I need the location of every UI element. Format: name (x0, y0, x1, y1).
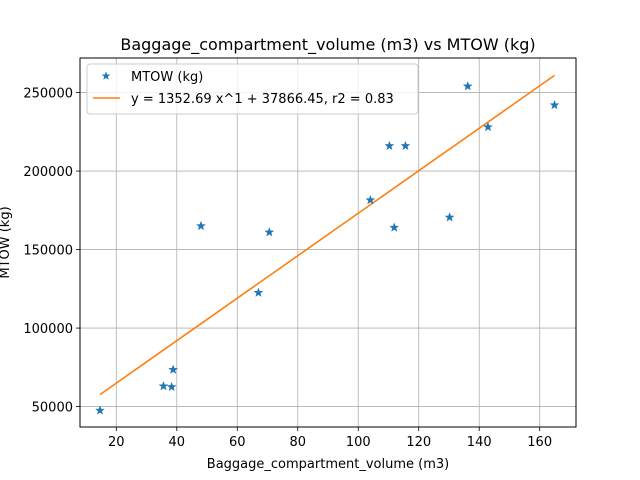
y-tick-label: 150000 (23, 244, 73, 259)
x-tick-label: 140 (467, 435, 492, 450)
chart-title: Baggage_compartment_volume (m3) vs MTOW … (120, 35, 535, 55)
data-point-star (549, 99, 560, 110)
data-point-star (389, 222, 400, 232)
series-layer (95, 74, 560, 415)
y-tick-label: 250000 (23, 87, 73, 102)
x-tick-label: 160 (527, 435, 552, 450)
grid (80, 58, 576, 427)
data-point-star (95, 405, 105, 415)
data-point-star (400, 140, 411, 151)
x-tick-label: 100 (346, 435, 371, 450)
ticks: 20 40 60 80 100 120 140 160 50000 100000 150000 200… (23, 87, 552, 450)
legend-entry-fit: y = 1352.69 x^1 + 37866.45, r2 = 0.83 (131, 92, 394, 107)
data-point-star (384, 140, 395, 151)
x-axis-label: Baggage_compartment_volume (m3) (207, 457, 449, 472)
legend: MTOW (kg) y = 1352.69 x^1 + 37866.45, r2… (86, 63, 419, 115)
data-point-star (196, 220, 206, 231)
x-tick-label: 40 (169, 435, 186, 450)
y-tick-label: 50000 (32, 401, 73, 416)
y-tick-label: 200000 (23, 165, 73, 180)
legend-entry-scatter: MTOW (kg) (131, 70, 203, 85)
x-tick-label: 20 (108, 435, 125, 450)
data-point-star (483, 121, 493, 132)
data-point-star (264, 227, 275, 237)
data-point-star (166, 381, 177, 392)
fit-line (99, 74, 555, 396)
legend-star-marker (101, 71, 111, 80)
x-tick-label: 60 (229, 435, 246, 450)
x-tick-label: 120 (406, 435, 431, 450)
data-point-star (462, 81, 473, 91)
data-point-star (365, 194, 376, 205)
data-point-star (444, 212, 455, 222)
y-tick-label: 100000 (23, 322, 73, 337)
data-point-star (168, 364, 179, 374)
y-axis-label: MTOW (kg) (0, 206, 13, 278)
data-point-star (158, 380, 169, 391)
legend-box (86, 63, 419, 115)
data-point-star (253, 287, 264, 297)
plot-frame (79, 57, 577, 428)
x-tick-label: 80 (289, 435, 306, 450)
